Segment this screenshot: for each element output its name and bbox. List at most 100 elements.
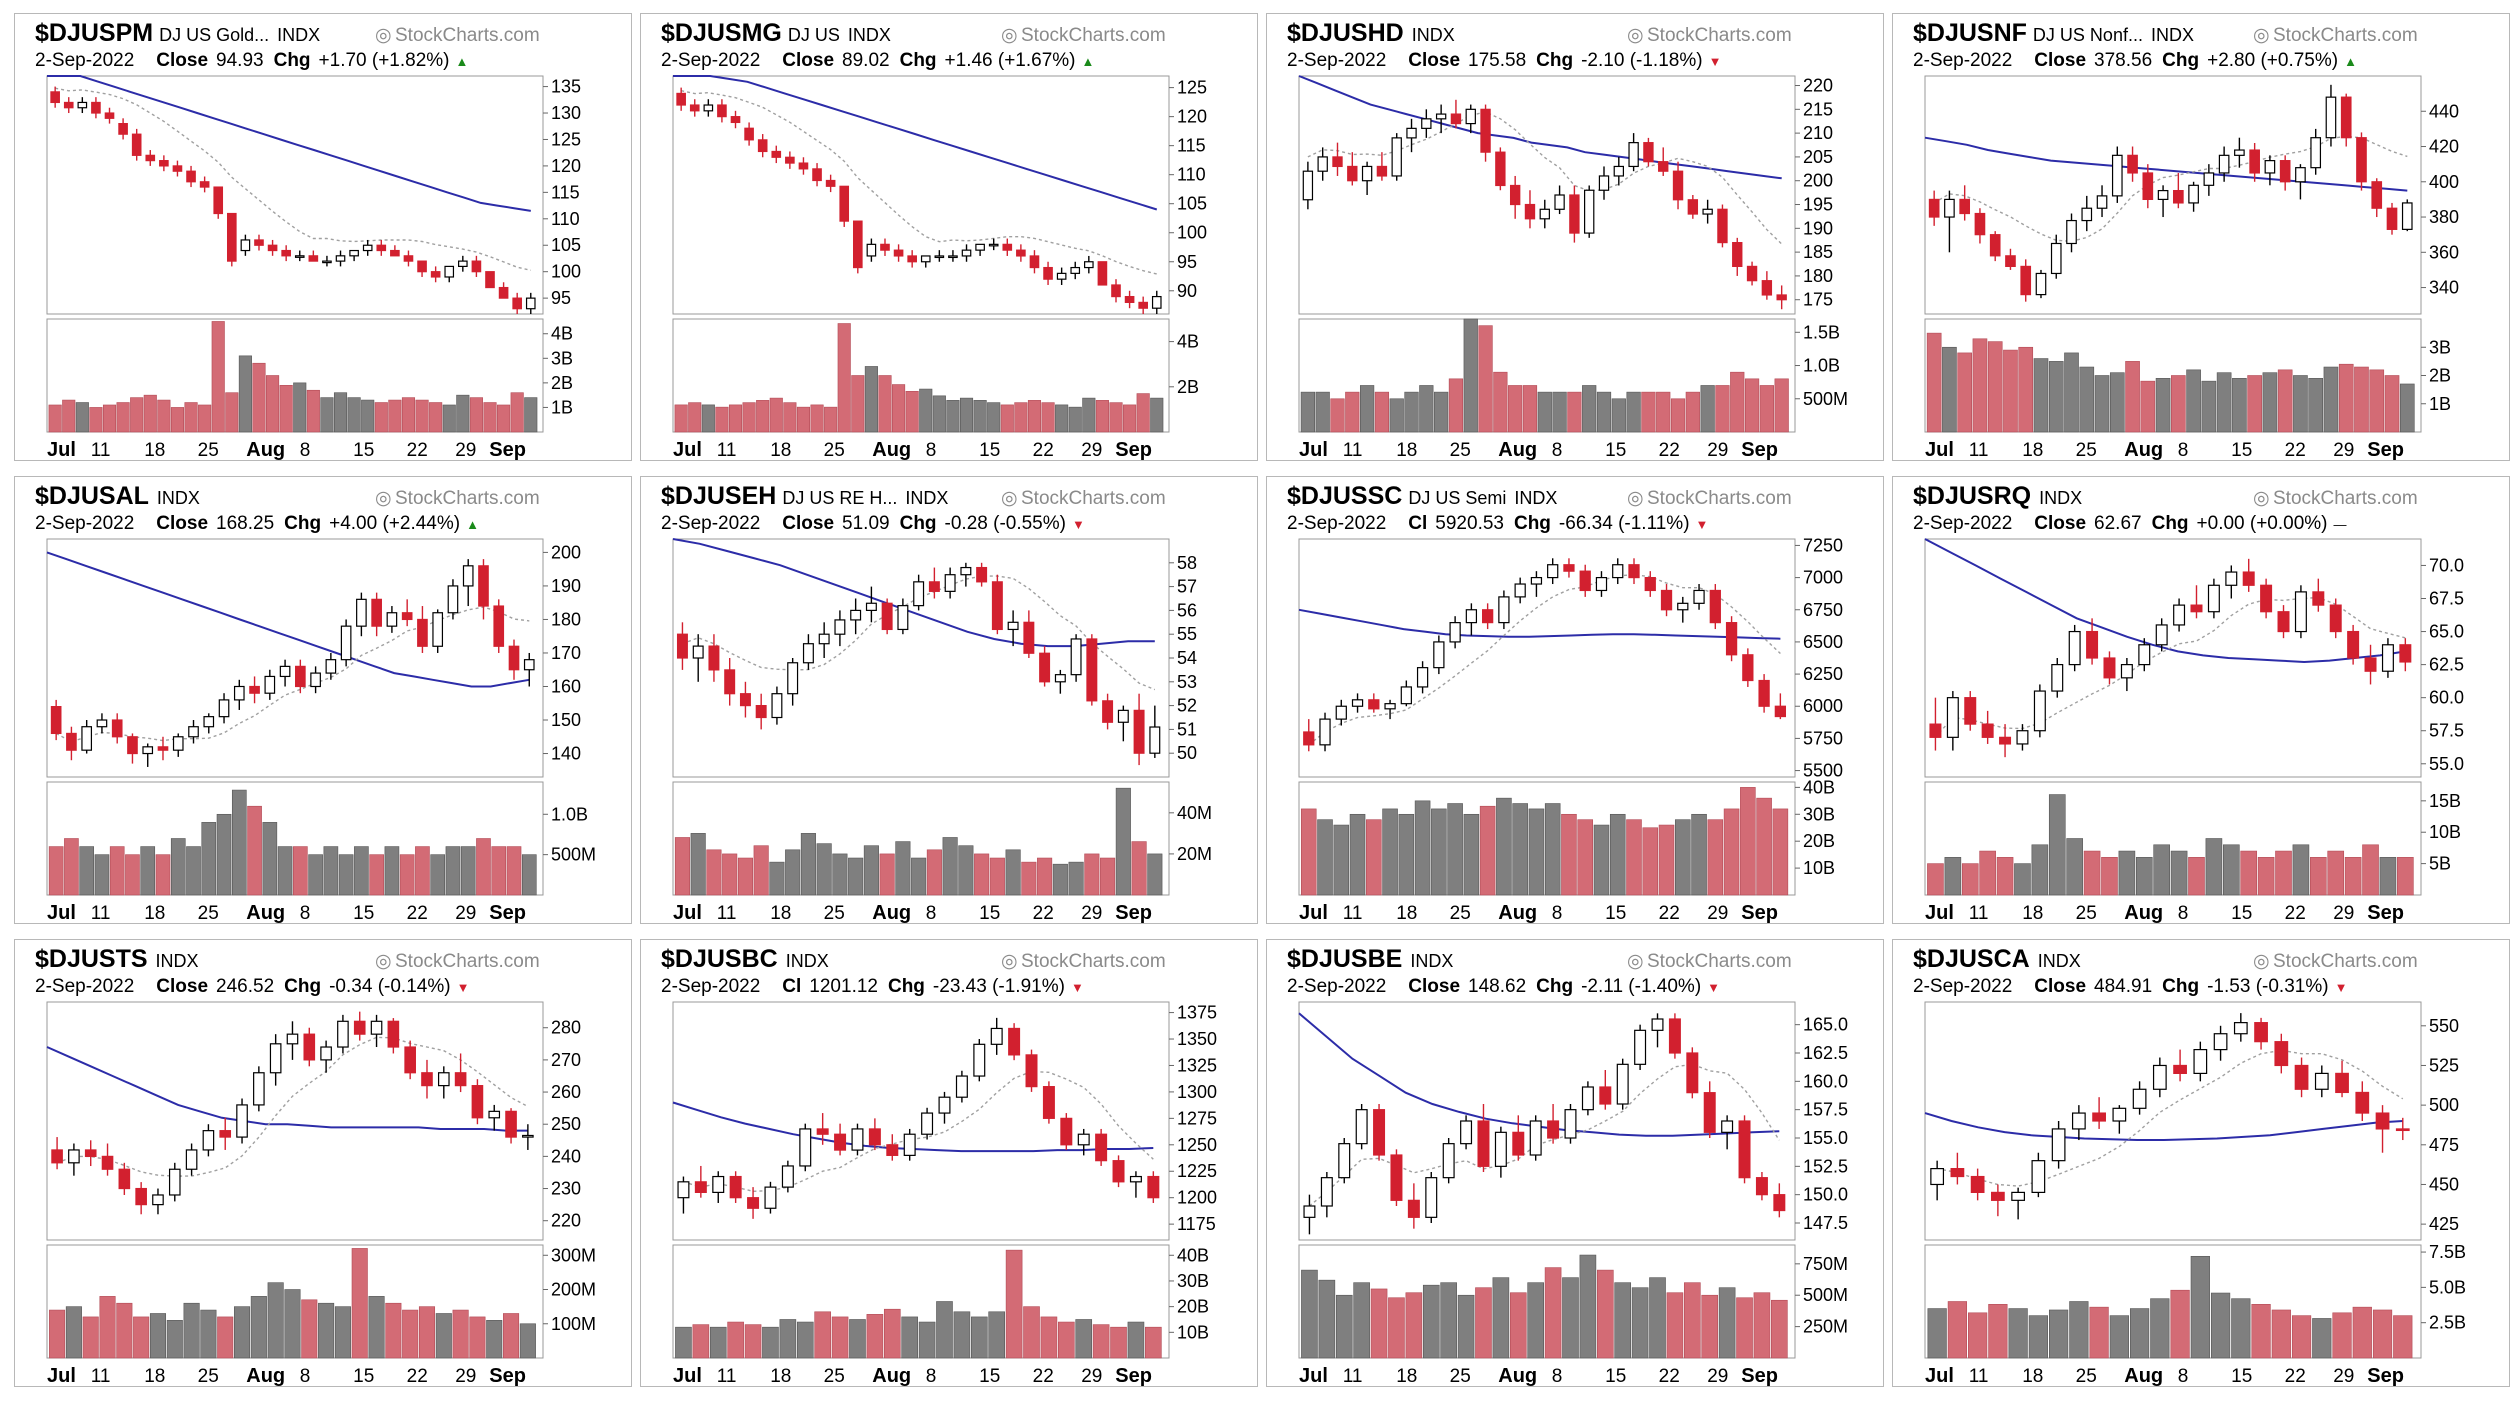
volume-bar [1577,819,1593,896]
candle-body [478,565,489,607]
volume-bar [674,837,690,896]
chart-panel[interactable]: $DJUSEH DJ US RE H... INDX ◎ StockCharts.com… [640,476,1258,924]
volume-bar [155,854,171,896]
chart-panel[interactable]: $DJUSRQ INDX ◎ StockCharts.com 2-Sep-2022 Clo… [1892,476,2510,924]
candle-body [1717,208,1728,244]
volume-bar [2251,1304,2271,1359]
y-tick-label: 58 [1177,553,1197,573]
y-tick-label: 52 [1177,696,1197,716]
x-tick-label: 15 [2231,903,2252,924]
volume-bar [234,1306,251,1359]
x-tick-label: Aug [872,439,911,461]
candle-body [168,1168,181,1196]
candle-body [1029,255,1040,269]
candle-body [1351,699,1364,707]
candle-body [1725,622,1738,656]
volume-bar [1037,857,1053,896]
candle-body [269,1043,282,1074]
volume-bar [1463,318,1478,433]
y-tick-label: 95 [1177,252,1197,272]
candle-body [1616,1063,1629,1105]
volume-bar [1996,857,2014,896]
candle-body [2213,1033,2228,1051]
volume-bar [442,404,456,433]
vol-tick-label: 40B [1803,777,1835,797]
vol-tick-label: 15B [2429,791,2461,811]
candle-body [2355,1091,2370,1114]
candle-body [2356,137,2367,183]
volume-bar [974,853,990,896]
direction-arrow-icon: ▲ [456,54,469,69]
volume-bar [1666,1292,1684,1359]
candle-body [152,1194,164,1206]
candle-body [747,1197,760,1209]
chart-panel[interactable]: $DJUSTS INDX ◎ StockCharts.com 2-Sep-2022 Clo… [14,939,632,1387]
chart-panel[interactable]: $DJUSSC DJ US Semi INDX ◎ StockCharts.com 2-S… [1266,476,1884,924]
candle-body [493,605,505,647]
y-tick-label: 1300 [1177,1082,1217,1102]
x-tick-label: 15 [1605,1366,1626,1387]
y-tick-label: 100 [1177,223,1207,243]
candle-body [1042,1086,1055,1119]
x-tick-label: 22 [2285,903,2306,924]
candle-body [1563,564,1575,572]
chart-panel[interactable]: $DJUSBE INDX ◎ StockCharts.com 2-Sep-2022 Clo… [1266,939,1884,1387]
candle-body [1056,272,1067,280]
y-tick-label: 1250 [1177,1135,1217,1155]
y-tick-label: 55.0 [2429,754,2464,774]
candle-body [1008,1027,1021,1056]
chart-panel[interactable]: $DJUSBC INDX ◎ StockCharts.com 2-Sep-2022 Cl 1… [640,939,1258,1387]
chg-label: Chg [2162,976,2199,997]
volume-bar [452,1309,469,1359]
volume-bar [2232,378,2247,433]
quote-date: 2-Sep-2022 [1287,513,1386,534]
candle-body [1495,151,1506,187]
x-tick-label: Jul [673,902,702,924]
chart-panel[interactable]: $DJUSPM DJ US Gold... INDX ◎ StockCharts.com… [14,13,632,461]
candle-body [1668,1018,1681,1054]
volume-bar [810,404,824,433]
close-value: 484.91 [2094,976,2152,997]
x-tick-label: 25 [824,1366,845,1387]
chg-label: Chg [284,513,321,534]
volume-bar [1315,391,1330,433]
index-tag: INDX [1410,951,1453,971]
direction-arrow-icon: ▼ [457,980,470,995]
x-tick-label: Sep [489,1365,526,1387]
candle-body [403,255,414,262]
candle-body [703,104,714,112]
chart-panel[interactable]: $DJUSHD INDX ◎ StockCharts.com 2-Sep-2022 Clo… [1266,13,1884,461]
y-tick-label: 420 [2429,137,2459,157]
volume-bar [2079,366,2095,433]
volume-bar [1058,1321,1075,1359]
volume-bar [742,402,756,433]
ma20-line [56,1036,529,1177]
volume-bar [1658,824,1675,896]
candle-body [1547,564,1559,579]
index-tag: INDX [905,488,948,508]
candle-body [2086,630,2099,659]
quote-date: 2-Sep-2022 [661,976,760,997]
volume-bar [989,857,1005,896]
y-tick-label: 360 [2429,242,2459,262]
x-tick-label: Aug [1498,902,1537,924]
y-tick-label: 7000 [1803,568,1843,588]
vol-tick-label: 10B [1177,1322,1209,1342]
chart-header: $DJUSHD INDX [1287,19,1455,47]
x-tick-label: 29 [1081,903,1102,924]
volume-bar [942,837,958,896]
vol-tick-label: 1B [551,397,573,417]
candle-body [1539,208,1550,220]
chart-panel[interactable]: $DJUSMG DJ US INDX ◎ StockCharts.com 2-Sep-20… [640,13,1258,461]
volume-bar [320,397,334,433]
chart-panel[interactable]: $DJUSCA INDX ◎ StockCharts.com 2-Sep-2022 Clo… [1892,939,2510,1387]
chart-header: $DJUSTS INDX [35,945,199,973]
candle-body [1007,621,1019,631]
candle-body [202,1130,215,1151]
chart-panel[interactable]: $DJUSAL INDX ◎ StockCharts.com 2-Sep-2022 Clo… [14,476,632,924]
candle-body [1677,602,1689,611]
chart-panel[interactable]: $DJUSNF DJ US Nonf... INDX ◎ StockCharts.com… [1892,13,2510,461]
x-tick-label: 8 [2178,1366,2189,1387]
volume-bar [762,1326,779,1359]
x-tick-label: 8 [1552,1366,1563,1387]
